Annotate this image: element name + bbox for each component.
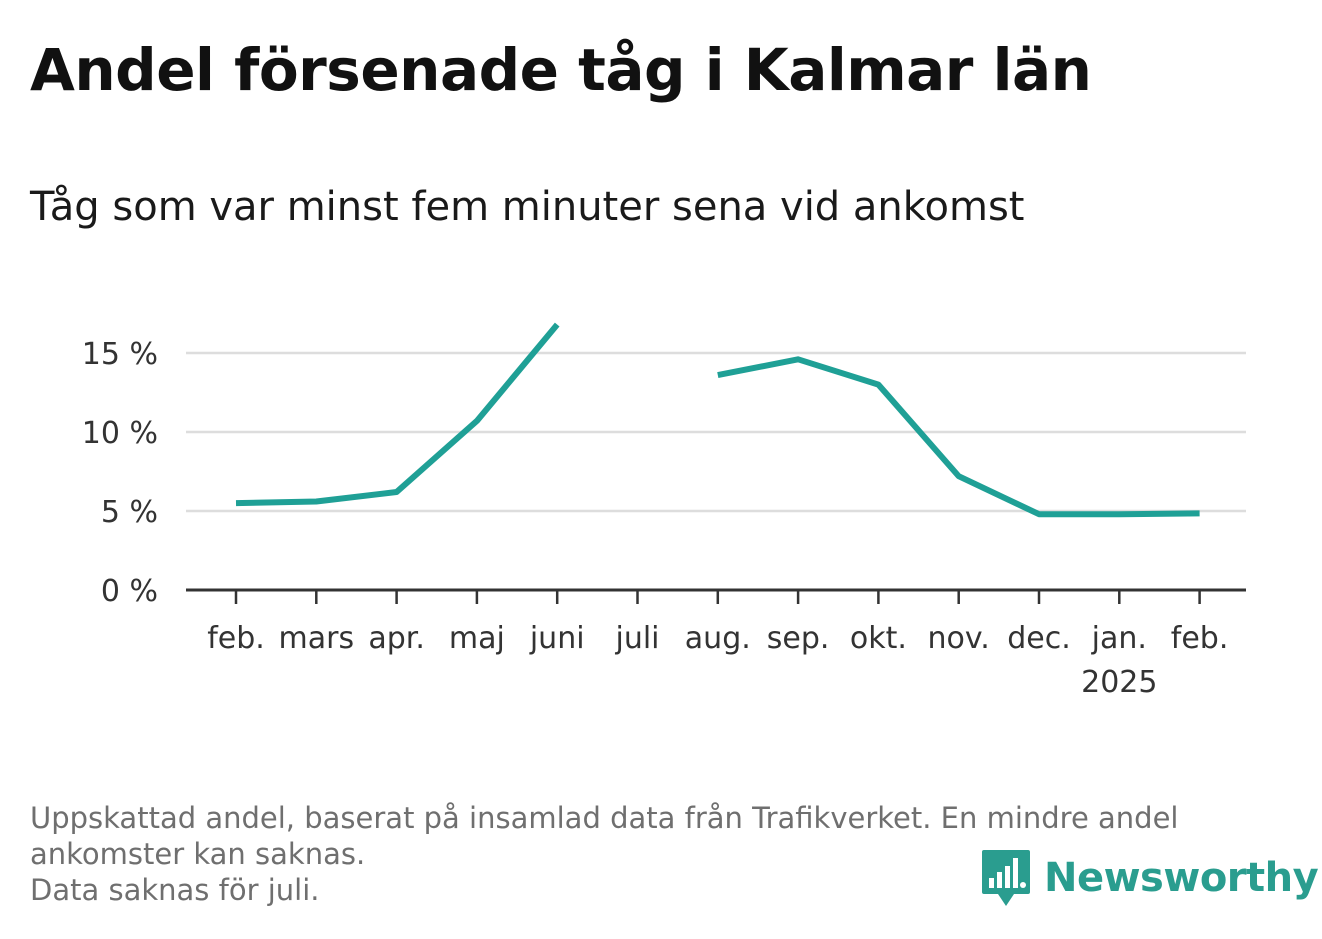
y-tick-label: 0 %: [101, 574, 158, 609]
x-tick-sublabel: 2025: [1081, 665, 1157, 700]
x-tick-label: sep.: [767, 621, 830, 656]
footnote-line: Data saknas för juli.: [30, 873, 320, 907]
series-lines: [235, 322, 1200, 518]
bar-chart-speech-bubble-icon: [982, 850, 1030, 906]
x-axis-ticks: feb. mars apr. maj juni juli aug. sep. okt. nov. d…: [207, 590, 1228, 700]
series-line-segment: [717, 356, 1200, 518]
footnote: Uppskattad andel, baserat på insamlad da…: [30, 800, 1280, 908]
x-tick-label: jan.: [1091, 621, 1147, 656]
footnote-line: ankomster kan saknas.: [30, 837, 366, 871]
x-tick-label: feb.: [1171, 621, 1229, 656]
grid-lines: [186, 351, 1246, 513]
y-tick-label: 10 %: [82, 416, 158, 451]
x-tick-label: aug.: [685, 621, 751, 656]
x-tick-label: nov.: [928, 621, 990, 656]
x-tick-label: okt.: [850, 621, 907, 656]
x-tick-label: juni: [529, 621, 585, 656]
chart-title: Andel försenade tåg i Kalmar län: [30, 36, 1092, 104]
chart-subtitle: Tåg som var minst fem minuter sena vid a…: [30, 184, 1025, 230]
x-tick-label: apr.: [368, 621, 425, 656]
line-chart: 0 % 5 % 10 % 15 % feb. mars apr. maj juni juli au…: [82, 322, 1246, 700]
y-tick-label: 15 %: [82, 337, 158, 372]
x-tick-label: feb.: [207, 621, 265, 656]
y-axis-ticks: 0 % 5 % 10 % 15 %: [82, 337, 158, 609]
x-tick-label: maj: [449, 621, 505, 656]
x-tick-label: dec.: [1007, 621, 1071, 656]
series-line-segment: [235, 322, 560, 507]
footnote-line: Uppskattad andel, baserat på insamlad da…: [30, 801, 1179, 835]
newsworthy-logo: Newsworthy: [980, 848, 1319, 908]
x-tick-label: juli: [614, 621, 659, 656]
logo-text: Newsworthy: [1044, 855, 1319, 901]
x-tick-label: mars: [279, 621, 355, 656]
y-tick-label: 5 %: [101, 495, 158, 530]
